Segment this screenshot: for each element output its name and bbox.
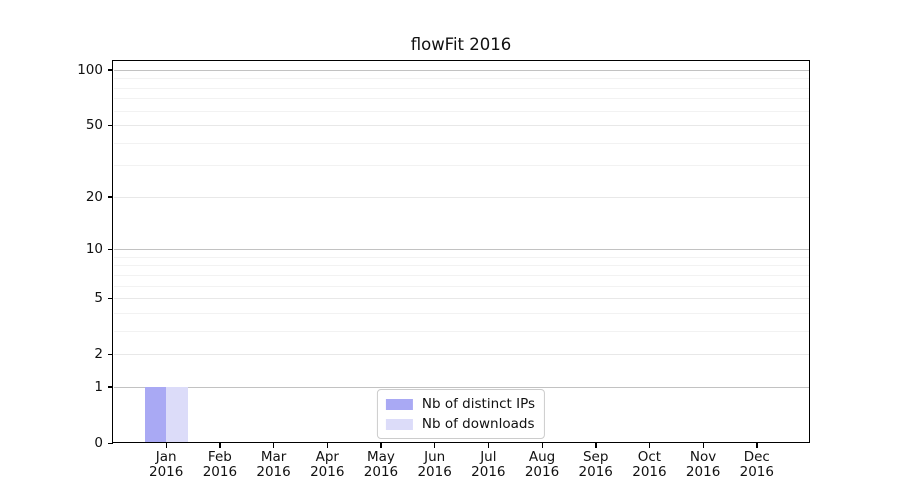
legend-swatch-distinct-ips (385, 398, 413, 410)
y-gridline-major (114, 249, 809, 251)
y-tick-label: 0 (94, 435, 103, 451)
y-tick-mark (108, 442, 113, 444)
x-tick-mark (648, 443, 651, 448)
y-tick-mark (108, 196, 113, 198)
y-tick-label: 20 (85, 188, 103, 205)
y-tick-mark (108, 297, 113, 299)
y-gridline-major (114, 386, 809, 388)
y-gridline-major (114, 354, 809, 356)
legend: Nb of distinct IPs Nb of downloads (376, 389, 546, 439)
y-gridline-minor (114, 274, 809, 276)
x-tick-label: Sep 2016 (578, 449, 613, 480)
y-gridline-minor (114, 285, 809, 287)
x-tick-label: Oct 2016 (632, 449, 667, 480)
x-tick-mark (595, 443, 597, 448)
y-gridline-minor (114, 110, 809, 112)
x-tick-mark (273, 443, 275, 448)
x-tick-mark (487, 443, 490, 448)
bar-nb-of-downloads (166, 386, 188, 443)
x-tick-mark (219, 443, 221, 448)
y-gridline-major (114, 69, 809, 71)
y-gridline-minor (114, 78, 809, 80)
y-tick-mark (108, 69, 113, 71)
x-tick-label: Jan 2016 (149, 449, 184, 480)
y-gridline-minor (114, 142, 809, 144)
y-tick-mark (108, 124, 113, 126)
x-tick-mark (434, 443, 436, 448)
x-tick-label: Feb 2016 (202, 449, 238, 480)
x-tick-mark (326, 443, 329, 448)
y-gridline-minor (114, 312, 809, 314)
x-tick-mark (756, 443, 758, 448)
plot-area-border (112, 60, 810, 443)
y-tick-mark (108, 248, 113, 250)
x-tick-mark (702, 443, 704, 448)
x-tick-mark (165, 443, 167, 448)
legend-label-distinct-ips: Nb of distinct IPs (421, 396, 536, 412)
y-gridline-major (114, 298, 809, 300)
x-tick-label: Apr 2016 (310, 449, 345, 480)
y-tick-label: 1 (94, 378, 103, 395)
legend-swatch-downloads (385, 418, 413, 430)
x-tick-label: Nov 2016 (685, 449, 721, 480)
y-gridline-minor (114, 87, 809, 89)
y-tick-label: 100 (77, 61, 103, 78)
y-gridline-major (114, 196, 809, 198)
y-tick-label: 2 (94, 346, 103, 363)
legend-item-distinct-ips: Nb of distinct IPs (385, 396, 536, 412)
legend-item-downloads: Nb of downloads (385, 416, 535, 432)
y-gridline-minor (114, 265, 809, 267)
y-gridline-minor (114, 256, 809, 258)
x-tick-mark (541, 443, 543, 448)
x-tick-label: Jul 2016 (471, 449, 506, 480)
y-tick-mark (108, 353, 113, 355)
x-tick-mark (380, 443, 382, 448)
x-tick-label: May 2016 (363, 449, 399, 480)
legend-label-downloads: Nb of downloads (421, 416, 535, 432)
x-tick-label: Mar 2016 (256, 449, 291, 480)
y-tick-label: 50 (85, 117, 103, 134)
y-tick-label: 5 (94, 290, 103, 307)
y-tick-label: 10 (85, 241, 103, 258)
y-gridline-minor (114, 330, 809, 332)
x-tick-label: Aug 2016 (524, 449, 560, 480)
x-tick-label: Dec 2016 (739, 449, 774, 480)
bar-nb-of-distinct-ips (144, 386, 167, 443)
x-tick-label: Jun 2016 (417, 449, 452, 480)
y-gridline-minor (114, 165, 809, 167)
chart-title: flowFit 2016 (410, 35, 512, 54)
y-gridline-major (114, 125, 809, 127)
y-gridline-minor (114, 98, 809, 100)
y-tick-mark (108, 386, 113, 388)
